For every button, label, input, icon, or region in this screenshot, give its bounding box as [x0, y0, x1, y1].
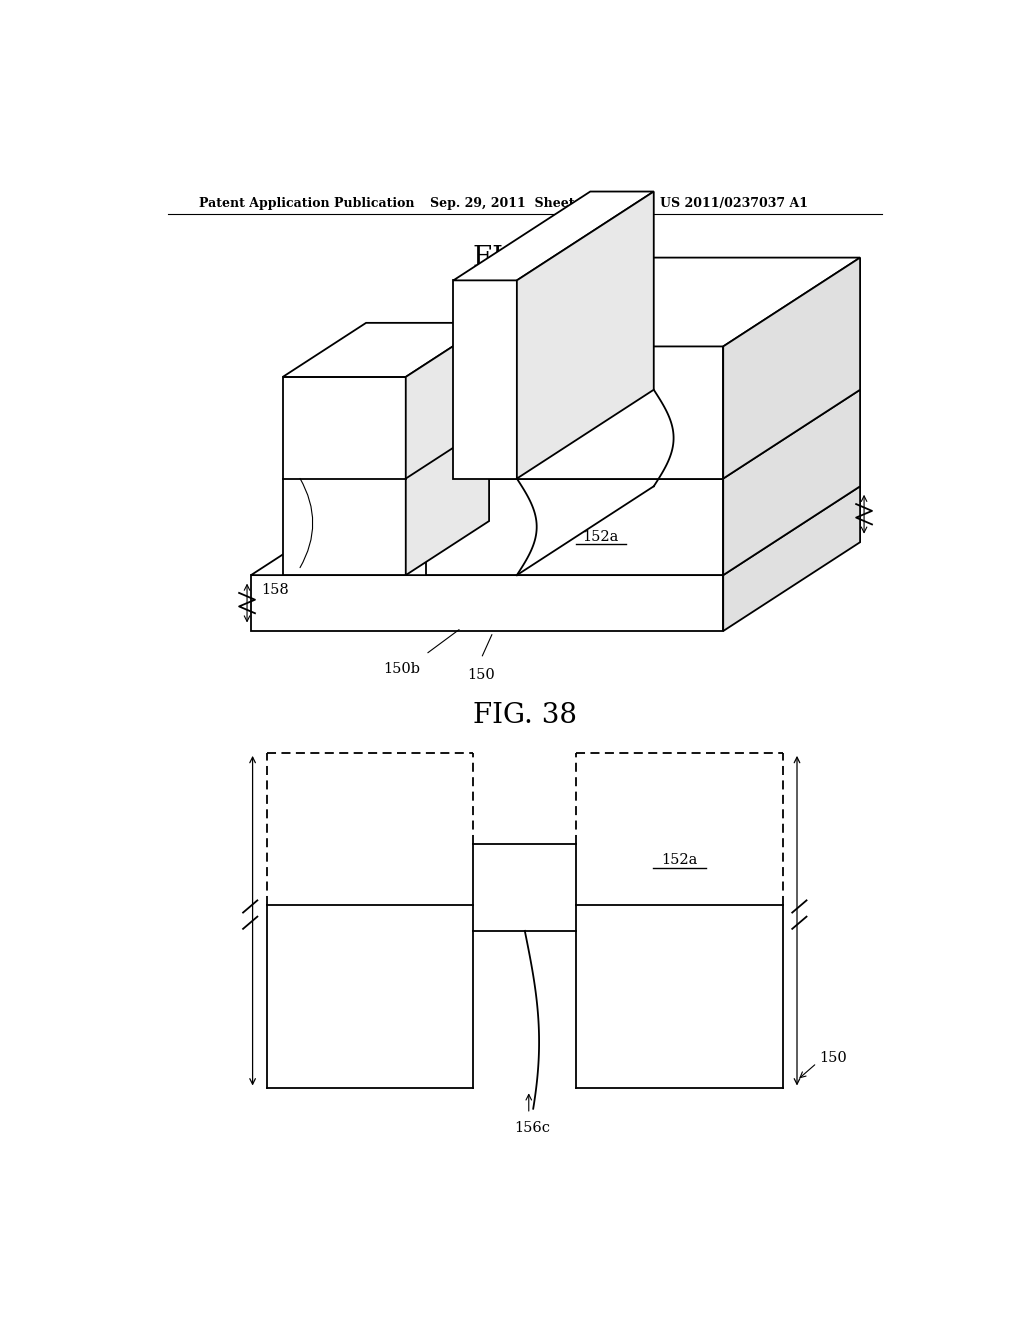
Polygon shape: [454, 280, 517, 479]
Text: 150b: 150b: [383, 661, 420, 676]
Text: 158: 158: [261, 583, 289, 597]
Text: FIG. 38: FIG. 38: [473, 702, 577, 729]
Text: 156: 156: [553, 306, 581, 319]
Polygon shape: [454, 191, 653, 280]
Text: FIG. 37: FIG. 37: [473, 244, 577, 272]
Text: 150: 150: [819, 1051, 847, 1065]
Polygon shape: [283, 378, 406, 576]
Polygon shape: [426, 479, 723, 576]
Polygon shape: [489, 346, 723, 479]
Polygon shape: [517, 191, 653, 479]
Text: 152a: 152a: [582, 529, 618, 544]
Text: Patent Application Publication: Patent Application Publication: [200, 197, 415, 210]
Polygon shape: [489, 257, 860, 346]
Text: 150: 150: [467, 668, 495, 681]
Polygon shape: [406, 323, 489, 576]
Polygon shape: [426, 389, 860, 479]
Polygon shape: [251, 576, 723, 631]
Polygon shape: [723, 257, 860, 479]
Text: 152a: 152a: [662, 853, 697, 867]
Polygon shape: [251, 486, 860, 576]
Polygon shape: [283, 323, 489, 378]
Text: 156c: 156c: [515, 1121, 551, 1135]
Text: US 2011/0237037 A1: US 2011/0237037 A1: [659, 197, 808, 210]
Polygon shape: [723, 389, 860, 576]
Polygon shape: [723, 486, 860, 631]
Text: Sep. 29, 2011  Sheet 27 of 31: Sep. 29, 2011 Sheet 27 of 31: [430, 197, 636, 210]
